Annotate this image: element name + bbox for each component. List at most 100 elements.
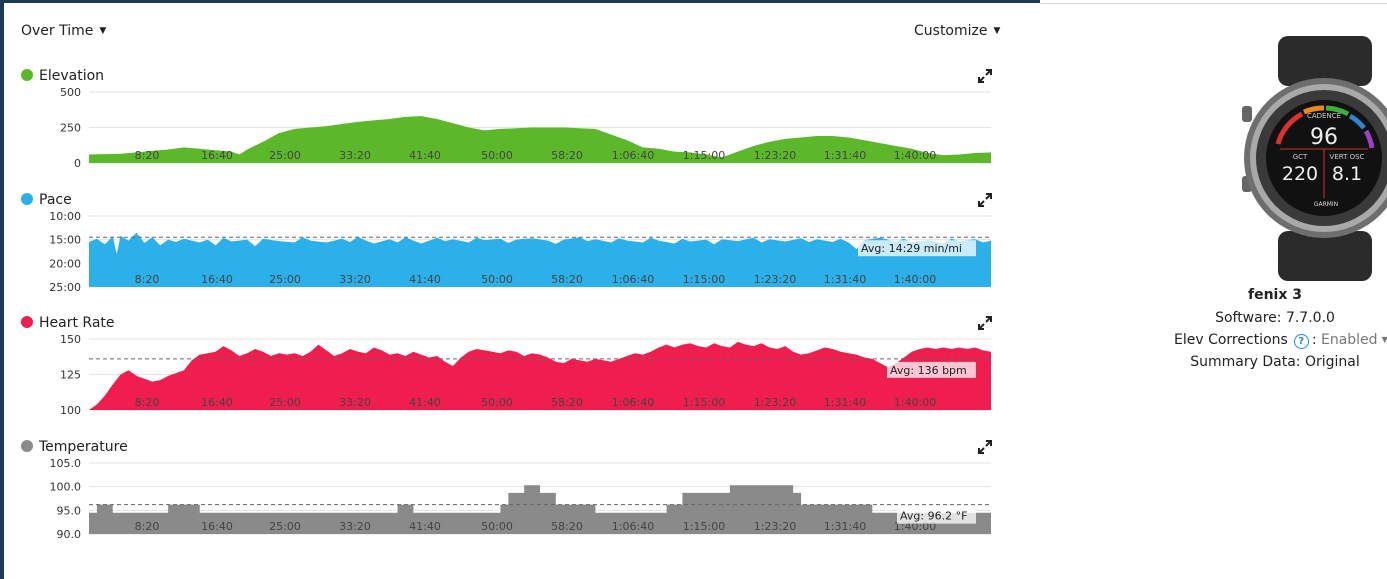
elev-colon: :: [1311, 332, 1317, 348]
y-tick-label: 250: [60, 122, 81, 135]
expand-icon[interactable]: [978, 193, 992, 207]
pace-plot: 10:00 15:00 20:00 25:00 8:20 16:40 25:00 33:20 4…: [49, 210, 991, 292]
elevation-plot: 500 250 0 8:20 16:40 25:00 33:20 41:40 50:00 58:2…: [60, 86, 991, 168]
customize-dropdown[interactable]: Customize ▼: [914, 23, 1000, 39]
heart-rate-legend[interactable]: Heart Rate: [21, 315, 115, 331]
expand-icon[interactable]: [978, 440, 992, 454]
legend-dot: [21, 69, 33, 81]
x-tick-label: 41:40: [409, 149, 441, 162]
x-tick-label: 25:00: [269, 520, 301, 533]
average-label-box: [858, 240, 976, 257]
help-icon[interactable]: ?: [1293, 334, 1309, 349]
x-tick-label: 8:20: [135, 149, 160, 162]
elevation-legend[interactable]: Elevation: [21, 68, 104, 84]
x-tick-label: 8:20: [135, 396, 160, 409]
x-tick-label: 1:23:20: [754, 520, 796, 533]
x-tick-label: 58:20: [551, 149, 583, 162]
x-tick-label: 25:00: [269, 273, 301, 286]
watch-left-label: GCT: [1293, 153, 1308, 161]
x-tick-label: 1:23:20: [754, 149, 796, 162]
heart-rate-plot: 150 125 100 8:20 16:40 25:00 33:20 41:40 50:00 58…: [60, 333, 991, 415]
watch-band-top: [1278, 36, 1372, 86]
software-line: Software: 7.7.0.0: [1140, 310, 1387, 326]
x-tick-label: 1:31:40: [824, 520, 866, 533]
x-tick-label: 25:00: [269, 396, 301, 409]
y-tick-label: 90.0: [57, 528, 82, 539]
x-tick-label: 41:40: [409, 273, 441, 286]
x-tick-label: 1:15:00: [683, 149, 725, 162]
expand-icon[interactable]: [978, 69, 992, 83]
average-label-box: [887, 361, 976, 378]
x-tick-label: 33:20: [339, 520, 371, 533]
watch-center-value: 96: [1310, 125, 1338, 150]
elev-corrections-dropdown[interactable]: Enabled ▼: [1321, 332, 1387, 348]
caret-down-icon: ▼: [99, 26, 107, 36]
temperature-plot: 105.0 100.0 95.0 90.0 8:20 16:40 25:00 33:20 41:…: [50, 457, 991, 539]
x-tick-label: 1:23:20: [754, 396, 796, 409]
summary-data-value: Original: [1304, 354, 1360, 370]
watch-right-label: VERT OSC: [1330, 153, 1365, 161]
x-tick-label: 1:06:40: [612, 520, 654, 533]
average-label: Avg: 96.2 °F: [900, 510, 967, 523]
x-tick-label: 1:31:40: [824, 273, 866, 286]
over-time-dropdown[interactable]: Over Time ▼: [21, 23, 106, 39]
elev-corrections-line: Elev Corrections?: Enabled ▼: [1174, 332, 1387, 349]
pace-legend[interactable]: Pace: [21, 192, 72, 208]
x-tick-label: 58:20: [551, 520, 583, 533]
x-tick-label: 1:15:00: [683, 273, 725, 286]
watch-image: CADENCE 96 GCT 220 VERT OSC 8.1 GARMIN: [1242, 36, 1387, 281]
over-time-label: Over Time: [21, 23, 94, 39]
software-label: Software:: [1215, 310, 1282, 326]
watch-button: [1242, 106, 1252, 122]
watch-left-value: 220: [1282, 163, 1318, 185]
heart-rate-chart: Heart Rate 150 125 100 8:20 16:40 25:00 33:20 4…: [0, 315, 1010, 415]
x-tick-label: 1:40:00: [894, 149, 936, 162]
pace-chart: Pace 10:00 15:00 20:00 25:00 8:20 16:40 25:00 3…: [0, 192, 1010, 292]
x-tick-label: 41:40: [409, 520, 441, 533]
average-label: Avg: 136 bpm: [890, 364, 967, 377]
window-edge-left: [0, 0, 4, 579]
temperature-chart: Temperature 105.0 100.0 95.0 90.0 8:20 16:40 2…: [0, 439, 1010, 539]
elev-corrections-value: Enabled: [1320, 332, 1378, 348]
x-tick-label: 16:40: [201, 149, 233, 162]
x-tick-label: 58:20: [551, 273, 583, 286]
x-tick-label: 1:40:00: [894, 273, 936, 286]
temperature-legend[interactable]: Temperature: [21, 439, 128, 455]
x-tick-label: 50:00: [481, 520, 513, 533]
x-tick-label: 1:15:00: [683, 520, 725, 533]
y-tick-label: 15:00: [49, 234, 81, 247]
x-tick-label: 50:00: [481, 396, 513, 409]
divider: [1040, 3, 1387, 4]
x-tick-label: 8:20: [135, 520, 160, 533]
x-tick-label: 33:20: [339, 273, 371, 286]
x-tick-label: 16:40: [201, 520, 233, 533]
x-tick-label: 33:20: [339, 149, 371, 162]
x-tick-label: 1:06:40: [612, 149, 654, 162]
y-tick-label: 95.0: [57, 504, 82, 517]
average-label: Avg: 14:29 min/mi: [861, 242, 962, 255]
y-tick-label: 100.0: [50, 481, 82, 494]
x-tick-label: 58:20: [551, 396, 583, 409]
x-tick-label: 33:20: [339, 396, 371, 409]
y-tick-label: 150: [60, 333, 81, 346]
y-tick-label: 20:00: [49, 257, 81, 270]
x-tick-label: 1:40:00: [894, 396, 936, 409]
x-tick-label: 1:06:40: [612, 396, 654, 409]
x-tick-label: 50:00: [481, 149, 513, 162]
elev-corrections-label: Elev Corrections: [1174, 332, 1288, 348]
elevation-area: [89, 116, 991, 163]
device-name: fenix 3: [1248, 287, 1302, 303]
x-tick-label: 41:40: [409, 396, 441, 409]
x-tick-label: 1:23:20: [754, 273, 796, 286]
expand-icon[interactable]: [978, 316, 992, 330]
x-tick-label: 1:06:40: [612, 273, 654, 286]
watch-right-value: 8.1: [1332, 163, 1362, 185]
customize-label: Customize: [914, 23, 988, 39]
x-tick-label: 1:31:40: [824, 149, 866, 162]
watch-center-label: CADENCE: [1307, 112, 1341, 120]
x-tick-label: 16:40: [201, 396, 233, 409]
y-tick-label: 0: [74, 157, 81, 168]
y-tick-label: 500: [60, 86, 81, 99]
watch-band-bottom: [1278, 231, 1372, 281]
caret-down-icon: ▼: [993, 26, 1001, 36]
